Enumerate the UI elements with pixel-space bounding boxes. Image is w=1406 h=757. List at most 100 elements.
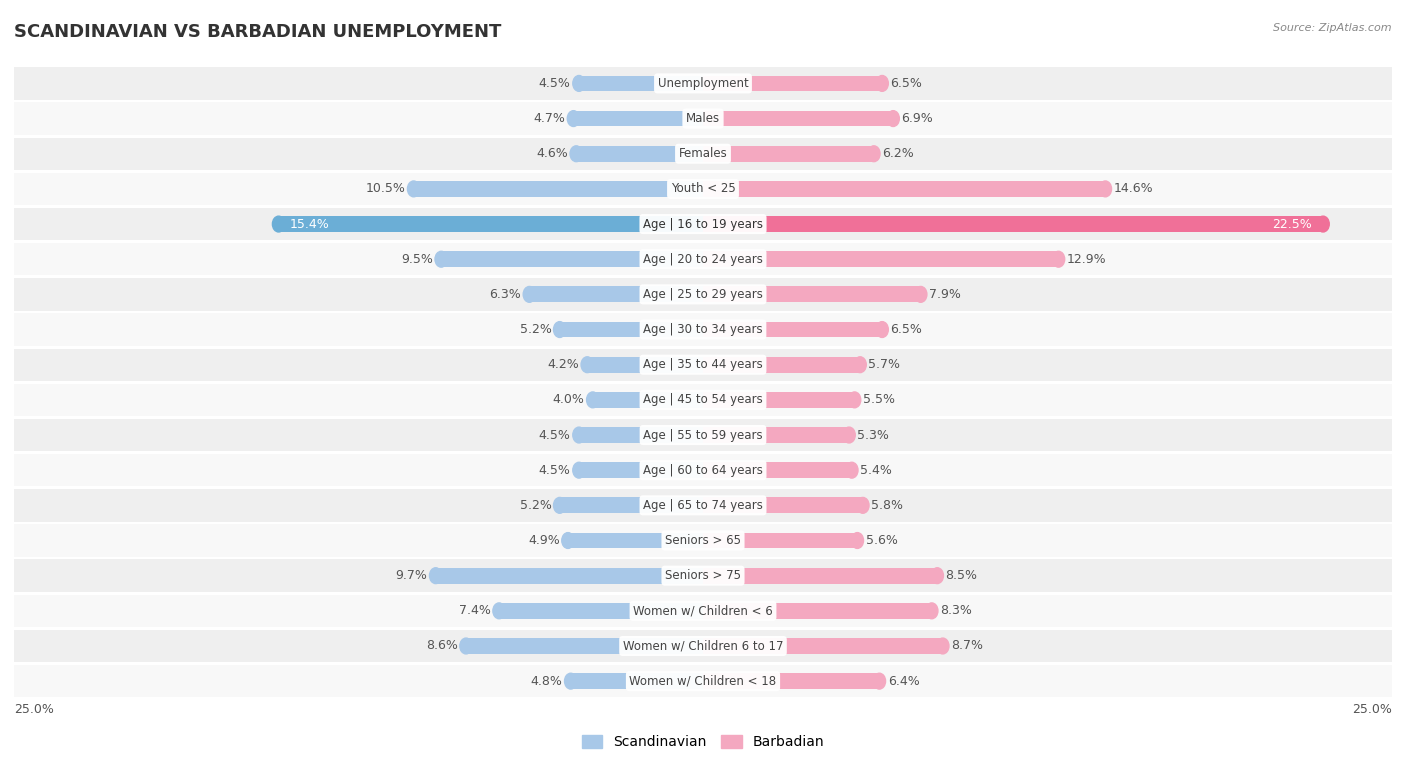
Bar xyxy=(703,357,860,372)
Text: Age | 55 to 59 years: Age | 55 to 59 years xyxy=(643,428,763,441)
Text: 8.7%: 8.7% xyxy=(950,640,983,653)
Text: 6.4%: 6.4% xyxy=(887,674,920,687)
Text: Seniors > 65: Seniors > 65 xyxy=(665,534,741,547)
Circle shape xyxy=(581,357,593,372)
Text: Age | 60 to 64 years: Age | 60 to 64 years xyxy=(643,464,763,477)
Text: 4.5%: 4.5% xyxy=(538,77,571,90)
Text: 7.4%: 7.4% xyxy=(458,604,491,617)
Text: Males: Males xyxy=(686,112,720,125)
Bar xyxy=(14,525,1392,556)
Text: 5.4%: 5.4% xyxy=(860,464,891,477)
Bar xyxy=(14,138,1392,170)
Text: 14.6%: 14.6% xyxy=(1114,182,1153,195)
Circle shape xyxy=(554,497,565,513)
Circle shape xyxy=(873,673,886,689)
Bar xyxy=(571,673,703,689)
Bar xyxy=(703,111,893,126)
Text: 6.3%: 6.3% xyxy=(489,288,522,301)
Bar xyxy=(703,568,938,584)
Circle shape xyxy=(851,533,863,548)
Bar xyxy=(14,595,1392,627)
Text: 9.7%: 9.7% xyxy=(395,569,427,582)
Text: 6.2%: 6.2% xyxy=(882,148,914,160)
Circle shape xyxy=(887,111,900,126)
Bar xyxy=(703,463,852,478)
Text: 5.8%: 5.8% xyxy=(872,499,903,512)
Text: 9.5%: 9.5% xyxy=(401,253,433,266)
Text: 5.6%: 5.6% xyxy=(866,534,897,547)
Circle shape xyxy=(429,568,441,584)
Text: 4.7%: 4.7% xyxy=(533,112,565,125)
Text: Age | 35 to 44 years: Age | 35 to 44 years xyxy=(643,358,763,371)
Circle shape xyxy=(572,76,585,92)
Bar xyxy=(14,419,1392,451)
Bar xyxy=(576,146,703,162)
Text: Age | 20 to 24 years: Age | 20 to 24 years xyxy=(643,253,763,266)
Text: 4.6%: 4.6% xyxy=(536,148,568,160)
Text: Source: ZipAtlas.com: Source: ZipAtlas.com xyxy=(1274,23,1392,33)
Bar xyxy=(703,146,875,162)
Bar xyxy=(579,463,703,478)
Bar xyxy=(14,489,1392,522)
Circle shape xyxy=(273,217,285,232)
Bar xyxy=(14,279,1392,310)
Circle shape xyxy=(931,568,943,584)
Bar xyxy=(579,76,703,92)
Bar xyxy=(703,286,921,302)
Bar xyxy=(703,392,855,408)
Bar xyxy=(14,313,1392,346)
Text: Females: Females xyxy=(679,148,727,160)
Bar xyxy=(441,251,703,267)
Bar xyxy=(14,559,1392,592)
Bar xyxy=(560,322,703,338)
Circle shape xyxy=(565,673,576,689)
Bar xyxy=(568,533,703,548)
Circle shape xyxy=(569,146,582,162)
Text: Women w/ Children < 6: Women w/ Children < 6 xyxy=(633,604,773,617)
Bar xyxy=(14,630,1392,662)
Text: 4.9%: 4.9% xyxy=(527,534,560,547)
Circle shape xyxy=(523,286,536,302)
Circle shape xyxy=(842,427,855,443)
Text: 5.2%: 5.2% xyxy=(520,499,551,512)
Bar xyxy=(14,173,1392,205)
Circle shape xyxy=(876,322,889,338)
Bar xyxy=(574,111,703,126)
Bar xyxy=(14,454,1392,486)
Bar xyxy=(703,251,1059,267)
Bar xyxy=(413,181,703,197)
Text: 22.5%: 22.5% xyxy=(1272,217,1312,231)
Bar xyxy=(14,67,1392,100)
Text: 25.0%: 25.0% xyxy=(14,703,53,716)
Text: Age | 16 to 19 years: Age | 16 to 19 years xyxy=(643,217,763,231)
Circle shape xyxy=(567,111,579,126)
Bar xyxy=(703,673,879,689)
Bar xyxy=(593,392,703,408)
Circle shape xyxy=(936,638,949,654)
Circle shape xyxy=(868,146,880,162)
Circle shape xyxy=(572,463,585,478)
Bar xyxy=(703,181,1105,197)
Bar xyxy=(14,348,1392,381)
Bar xyxy=(14,384,1392,416)
Bar xyxy=(703,497,863,513)
Text: Age | 65 to 74 years: Age | 65 to 74 years xyxy=(643,499,763,512)
Circle shape xyxy=(460,638,472,654)
Text: 7.9%: 7.9% xyxy=(929,288,960,301)
Circle shape xyxy=(1317,217,1329,232)
Bar xyxy=(14,665,1392,697)
Bar xyxy=(436,568,703,584)
Text: 5.2%: 5.2% xyxy=(520,323,551,336)
Text: 4.8%: 4.8% xyxy=(530,674,562,687)
Text: 10.5%: 10.5% xyxy=(366,182,405,195)
Text: 15.4%: 15.4% xyxy=(290,217,329,231)
Text: 8.6%: 8.6% xyxy=(426,640,458,653)
Circle shape xyxy=(408,181,420,197)
Text: 4.2%: 4.2% xyxy=(547,358,579,371)
Text: Women w/ Children < 18: Women w/ Children < 18 xyxy=(630,674,776,687)
Bar xyxy=(14,102,1392,135)
Circle shape xyxy=(562,533,574,548)
Bar xyxy=(703,217,1323,232)
Text: 8.5%: 8.5% xyxy=(945,569,977,582)
Text: SCANDINAVIAN VS BARBADIAN UNEMPLOYMENT: SCANDINAVIAN VS BARBADIAN UNEMPLOYMENT xyxy=(14,23,502,41)
